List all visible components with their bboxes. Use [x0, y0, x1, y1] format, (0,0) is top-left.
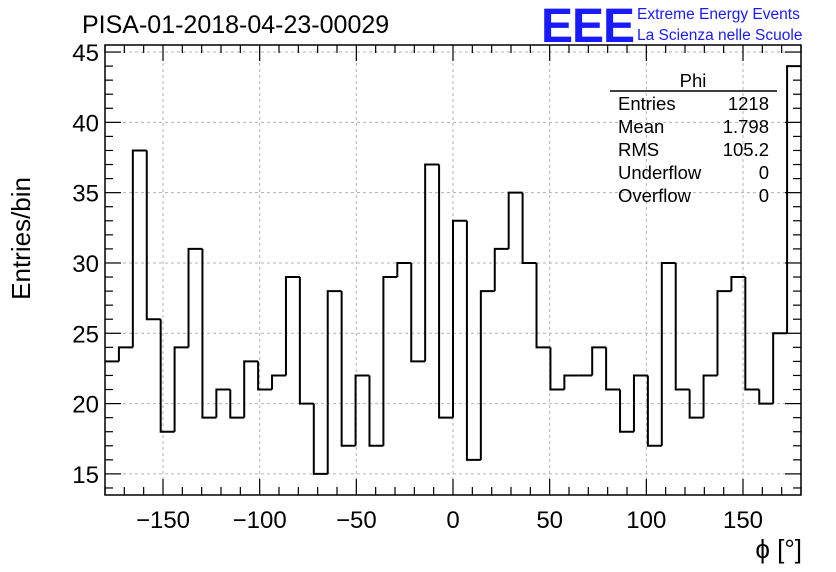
histogram-bin — [271, 374, 286, 390]
histogram-bin — [326, 290, 342, 474]
histogram-bin — [187, 247, 203, 348]
y-tick-label: 40 — [72, 110, 99, 137]
y-tick-label: 45 — [72, 40, 99, 67]
histogram-bin — [786, 65, 801, 334]
histogram-bin — [131, 149, 147, 348]
histogram-bin — [340, 291, 356, 447]
histogram-bin — [201, 248, 217, 419]
histogram-bin — [410, 262, 426, 363]
histogram-bin — [493, 247, 509, 292]
histogram-bin — [688, 389, 704, 419]
stats-row-label: Overflow — [618, 185, 692, 206]
histogram-bin — [730, 276, 746, 292]
histogram-bin — [159, 319, 175, 433]
y-axis-ticks: 15 20 25 30 35 40 45 — [72, 40, 801, 489]
eee-logo: EEE Extreme Energy Events La Scienza nel… — [541, 0, 802, 53]
stats-row-value: 1218 — [728, 93, 769, 114]
x-tick-label: 0 — [446, 507, 459, 534]
histogram-bin — [660, 261, 676, 446]
histogram-bin — [521, 192, 537, 264]
histogram-bin — [354, 374, 370, 446]
histogram-bin — [744, 277, 760, 391]
histogram-bin — [479, 290, 495, 460]
histogram-bin — [605, 347, 621, 391]
stats-row-value: 105.2 — [723, 139, 769, 160]
histogram-bin — [145, 150, 161, 321]
stats-row-label: Entries — [618, 93, 676, 114]
histogram-bin — [758, 389, 774, 405]
x-tick-label: 100 — [626, 507, 666, 534]
x-tick-label: 150 — [723, 507, 763, 534]
histogram-bin — [173, 346, 189, 432]
x-tick-label: −100 — [233, 507, 287, 534]
histogram-bin — [619, 389, 634, 433]
histogram-bin — [284, 276, 300, 376]
y-tick-label: 20 — [72, 392, 99, 419]
histogram-bin — [591, 346, 607, 376]
histogram-bin — [396, 261, 412, 278]
stats-row-value: 0 — [759, 162, 769, 183]
histogram-bin — [117, 346, 133, 362]
y-tick-label: 35 — [72, 181, 99, 208]
histogram-bin — [772, 332, 788, 404]
histogram-bin — [716, 290, 732, 376]
stats-row-value: 1.798 — [723, 116, 769, 137]
histogram-bin — [312, 403, 328, 475]
histogram-bin — [298, 277, 314, 405]
histogram-bin — [549, 347, 565, 391]
histogram-bin — [368, 375, 384, 447]
stats-title: Phi — [680, 70, 707, 91]
histogram-bin — [465, 220, 481, 461]
histogram-series — [105, 65, 801, 475]
histogram-bin — [535, 262, 551, 349]
y-axis-label: Entries/bin — [6, 177, 36, 300]
histogram-bin — [229, 389, 245, 419]
x-axis-ticks: −150 −100 −50 0 50 100 150 — [104, 45, 802, 534]
histogram-bin — [563, 374, 579, 390]
x-tick-label: −50 — [336, 507, 377, 534]
chart-title: PISA-01-2018-04-23-00029 — [82, 11, 389, 39]
stats-row-label: RMS — [618, 139, 659, 160]
y-tick-label: 30 — [72, 251, 99, 278]
histogram-bin — [424, 163, 440, 362]
stats-box: Phi Entries 1218 Mean 1.798 RMS 105.2 Underflo… — [610, 70, 777, 206]
histogram-bin — [646, 375, 662, 447]
histogram-bin — [382, 276, 398, 446]
stats-row-label: Mean — [618, 116, 664, 137]
histogram-bin — [438, 164, 453, 419]
logo-line-2: La Scienza nelle Scuole — [637, 27, 802, 44]
y-tick-label: 25 — [72, 321, 99, 348]
x-tick-label: 50 — [536, 507, 563, 534]
histogram-bin — [257, 361, 273, 391]
x-axis-label: ϕ [°] — [755, 534, 802, 564]
logo-line-1: Extreme Energy Events — [637, 6, 800, 23]
histogram-bin — [243, 360, 259, 418]
stats-row-label: Underflow — [618, 162, 702, 183]
histogram-bin — [702, 374, 718, 418]
x-tick-label: −150 — [136, 507, 190, 534]
stats-row-value: 0 — [759, 185, 769, 206]
histogram-bin — [452, 219, 467, 418]
histogram-bin — [632, 374, 648, 432]
histogram-bin — [674, 262, 690, 391]
y-tick-label: 15 — [72, 462, 99, 489]
histogram-bin — [215, 388, 231, 418]
histogram-bin — [507, 191, 523, 249]
logo-mark: EEE — [541, 0, 634, 53]
